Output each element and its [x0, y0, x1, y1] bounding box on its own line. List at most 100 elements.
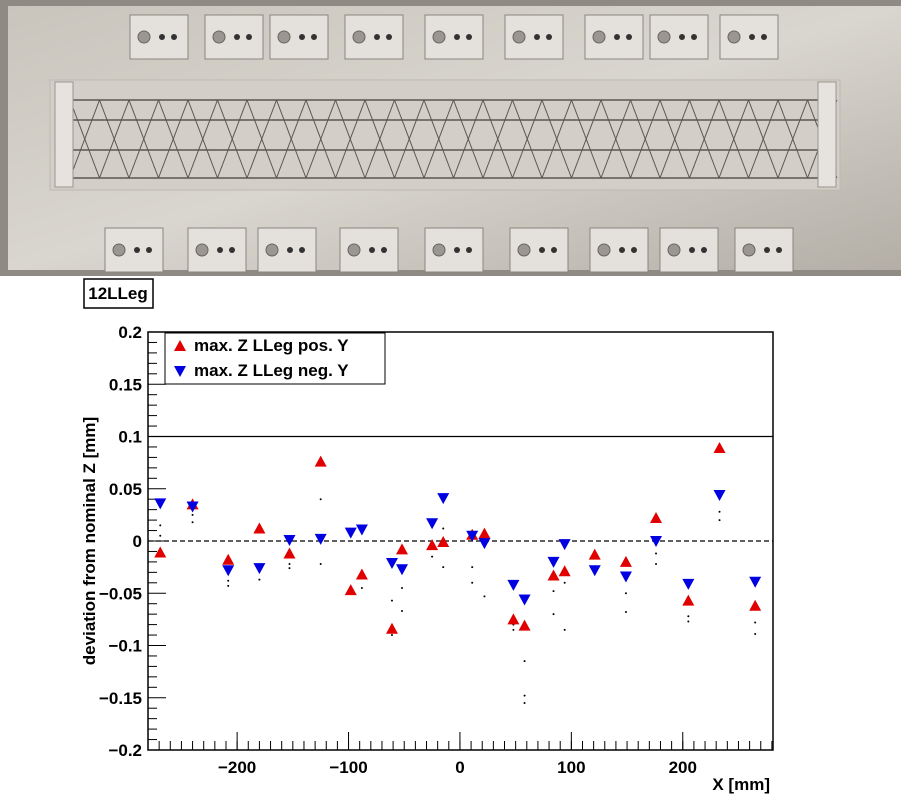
photo-strut	[276, 99, 307, 179]
data-dot	[754, 633, 757, 636]
triangle-up	[314, 455, 327, 467]
data-dot	[687, 615, 690, 618]
data-dot	[563, 628, 566, 631]
photo-strut	[364, 99, 395, 179]
data-dot	[754, 621, 757, 624]
photo-strut	[217, 99, 248, 179]
photo-strut	[423, 99, 454, 179]
data-dot	[191, 521, 194, 524]
photo-strut	[659, 99, 690, 179]
data-dot	[288, 567, 291, 570]
photo-hole	[311, 34, 317, 40]
data-dot	[442, 566, 445, 569]
data-dot	[687, 620, 690, 623]
photo-strut	[305, 99, 336, 179]
data-dot	[552, 613, 555, 616]
photo-bolt	[512, 30, 526, 44]
photo-hole	[246, 34, 252, 40]
triangle-up	[437, 536, 450, 548]
data-dot	[483, 595, 486, 598]
data-dot	[227, 579, 230, 582]
triangle-down	[355, 524, 368, 536]
triangle-down	[314, 533, 327, 545]
triangle-up	[547, 569, 560, 581]
triangle-up	[507, 613, 520, 625]
photo-hole	[546, 34, 552, 40]
photo-bolt	[657, 30, 671, 44]
y-tick-label: −0.05	[99, 584, 142, 603]
triangle-down	[222, 565, 235, 577]
photo-strut	[777, 99, 808, 179]
photo-hole	[171, 34, 177, 40]
photo-hole	[679, 34, 685, 40]
photo-hole	[631, 247, 637, 253]
data-dot	[227, 584, 230, 587]
photo-hole	[369, 247, 375, 253]
triangle-up	[355, 568, 368, 580]
triangle-down	[154, 498, 167, 510]
triangle-down	[650, 536, 663, 547]
photo-hole	[614, 34, 620, 40]
x-tick-label: 100	[557, 758, 585, 777]
triangle-down	[749, 576, 762, 588]
triangle-down	[437, 493, 450, 505]
triangle-up	[619, 555, 632, 567]
photo-strut	[630, 99, 661, 179]
x-tick-label: −100	[329, 758, 367, 777]
triangle-up	[222, 553, 235, 565]
data-dot	[624, 592, 627, 595]
photo-hole	[299, 247, 305, 253]
triangle-up	[682, 594, 695, 606]
triangle-down	[174, 366, 186, 377]
photo-bolt	[432, 30, 446, 44]
data-dot	[159, 534, 162, 537]
data-dot	[288, 562, 291, 565]
data-dot	[523, 694, 526, 697]
data-dot	[258, 578, 261, 581]
triangle-up	[396, 543, 409, 555]
photo-strut	[689, 99, 720, 179]
data-dot	[401, 587, 404, 590]
data-dot	[319, 498, 322, 501]
photo-strut	[246, 99, 277, 179]
data-dot	[431, 555, 434, 558]
photo-hole	[217, 247, 223, 253]
chart-title: 12LLeg	[88, 284, 148, 303]
photo-hole	[764, 247, 770, 253]
triangle-down	[478, 538, 491, 550]
triangle-up	[588, 548, 601, 560]
photo-strut	[718, 99, 749, 179]
photo-bolt	[432, 243, 446, 257]
photo-hole	[619, 247, 625, 253]
triangle-up	[749, 599, 762, 611]
triangle-down	[385, 557, 398, 569]
data-dot	[718, 510, 721, 513]
data-dot	[563, 581, 566, 584]
photo-bolt	[517, 243, 531, 257]
photo-hole	[534, 34, 540, 40]
triangle-down	[396, 564, 409, 576]
photo-hole	[466, 247, 472, 253]
triangle-up	[283, 547, 296, 559]
triangle-down	[518, 594, 531, 606]
data-dot	[390, 634, 393, 637]
photo-hole	[761, 34, 767, 40]
triangle-up	[478, 527, 491, 539]
photo-bolt	[212, 30, 226, 44]
data-dot	[523, 701, 526, 704]
photo-strut	[600, 99, 631, 179]
photo-hole	[229, 247, 235, 253]
x-tick-label: 200	[669, 758, 697, 777]
data-dot	[191, 513, 194, 516]
photo-strut	[482, 99, 513, 179]
photo-hole	[689, 247, 695, 253]
photo-bolt	[352, 30, 366, 44]
triangle-up	[713, 441, 726, 453]
data-dot	[471, 566, 474, 569]
photo-bolt	[277, 30, 291, 44]
x-axis-label: X [mm]	[712, 775, 770, 794]
y-tick-label: −0.15	[99, 689, 142, 708]
photo-hole	[454, 34, 460, 40]
